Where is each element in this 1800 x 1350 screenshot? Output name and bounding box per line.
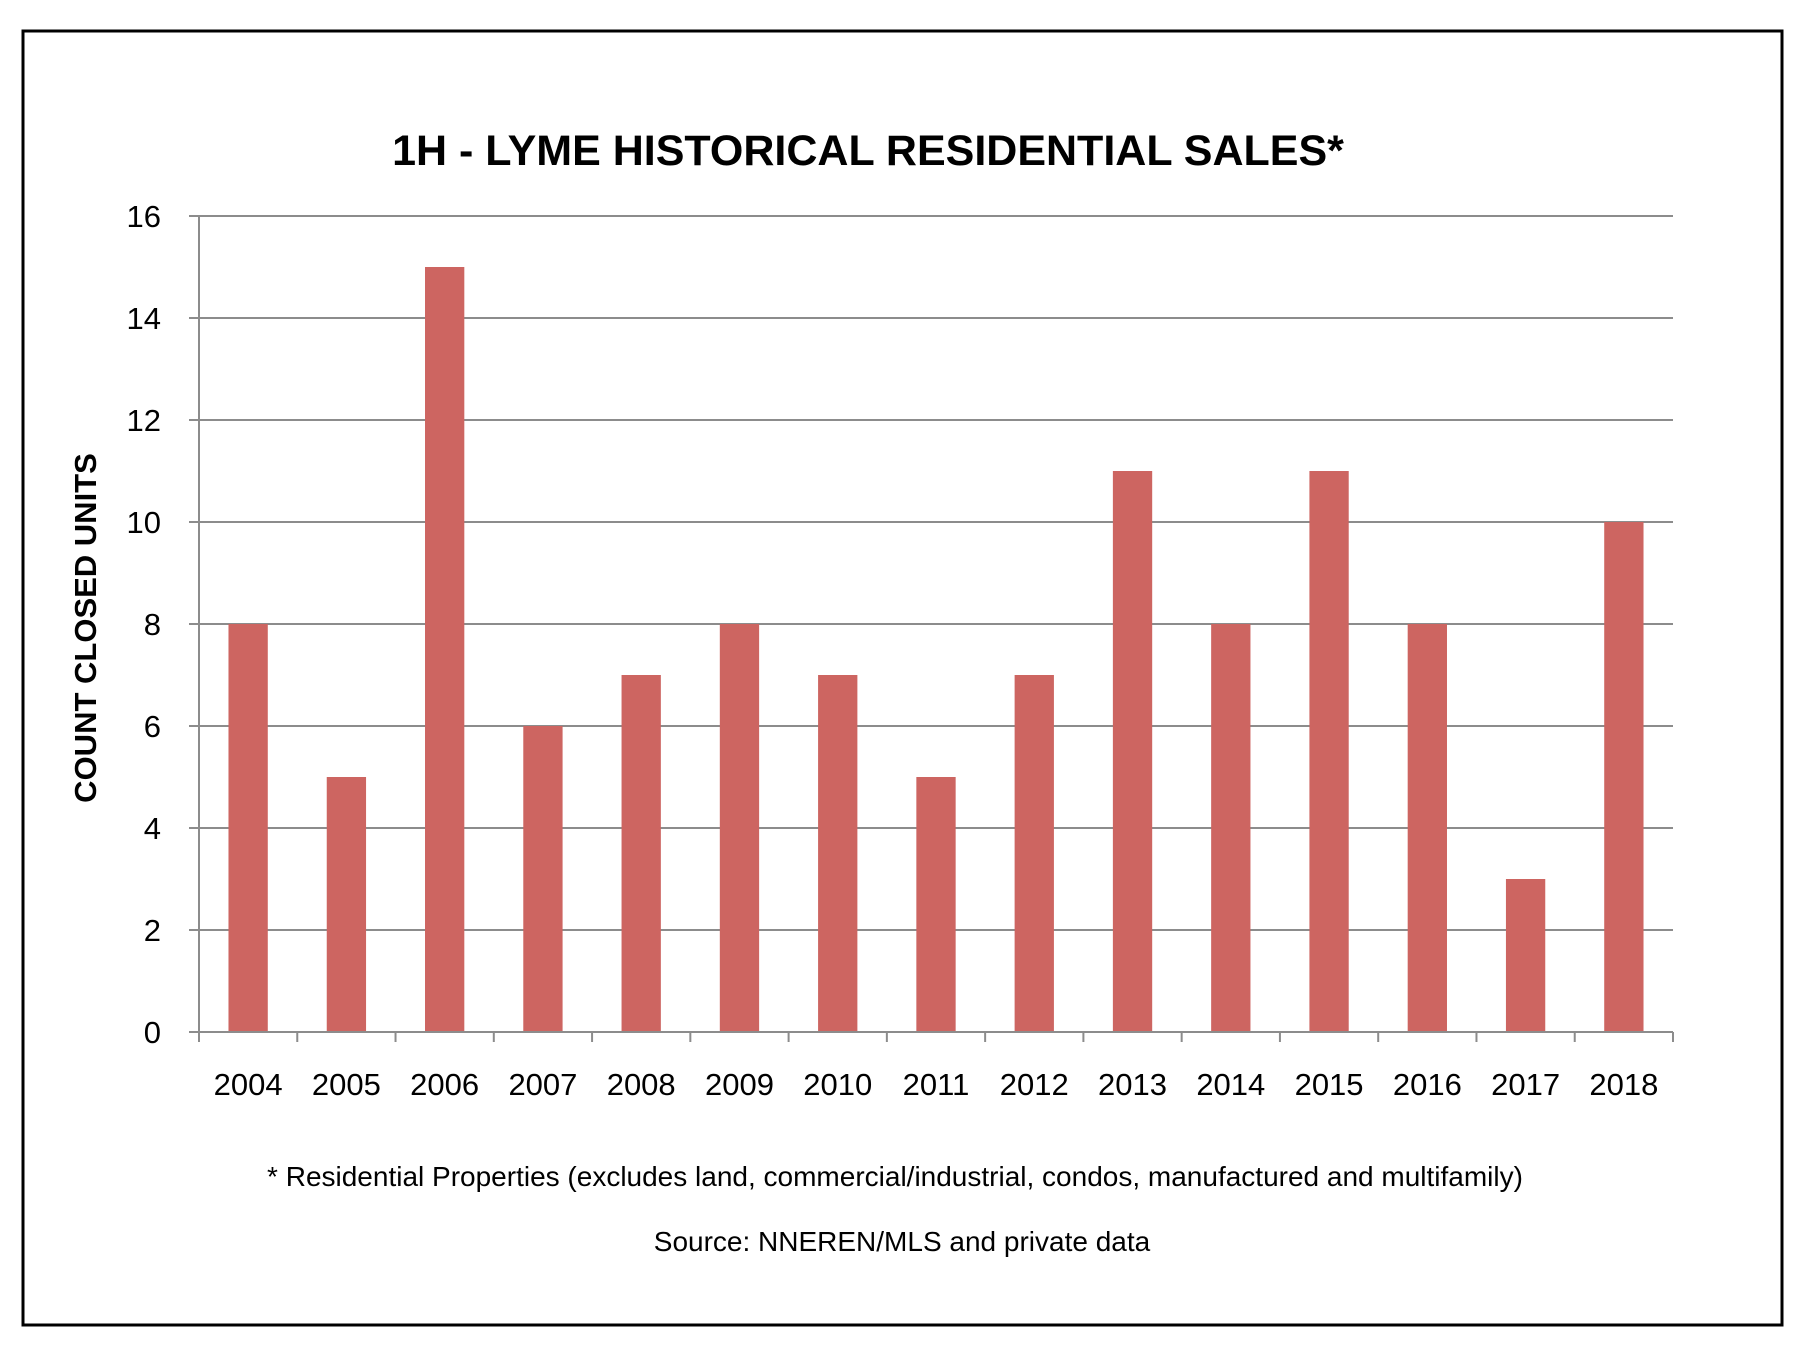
bar-2017	[1505, 879, 1546, 1032]
footnote: * Residential Properties (excludes land,…	[267, 1161, 1523, 1192]
y-tick-label: 4	[144, 811, 161, 846]
bar-2016	[1407, 624, 1447, 1032]
x-tick-label: 2004	[214, 1067, 283, 1102]
x-tick-label: 2008	[607, 1067, 676, 1102]
y-tick-label: 0	[144, 1015, 161, 1050]
source-note: Source: NNEREN/MLS and private data	[654, 1226, 1151, 1257]
x-tick-labels: 2004 2005 2006 2007 2008 2009 2010 2011 2012 2013…	[214, 1067, 1659, 1102]
x-tick-label: 2009	[705, 1067, 774, 1102]
bar-2009	[719, 624, 760, 1032]
y-tick-label: 16	[127, 199, 161, 234]
x-tick-label: 2007	[508, 1067, 577, 1102]
y-tick-label: 6	[144, 709, 161, 744]
x-tick-label: 2016	[1393, 1067, 1462, 1102]
x-tick-label: 2005	[312, 1067, 381, 1102]
x-tick-label: 2006	[410, 1067, 479, 1102]
bars	[228, 267, 1644, 1032]
bar-2012	[1014, 675, 1054, 1032]
bar-2005	[326, 777, 367, 1032]
y-tick-labels: 0 2 4 6 8 10 12 14 16	[127, 199, 161, 1050]
x-tick-label: 2018	[1589, 1067, 1658, 1102]
chart-title: 1H - LYME HISTORICAL RESIDENTIAL SALES*	[392, 127, 1344, 175]
chart-border	[21, 29, 1784, 1327]
bar-2008	[621, 675, 661, 1032]
x-tick-label: 2014	[1196, 1067, 1265, 1102]
bar-2015	[1309, 471, 1349, 1032]
x-tick-label: 2015	[1295, 1067, 1364, 1102]
y-tick-label: 12	[127, 403, 161, 438]
bar-2004	[228, 624, 268, 1032]
x-tick-label: 2017	[1491, 1067, 1560, 1102]
y-tick-label: 10	[127, 505, 161, 540]
y-axis-label: COUNT CLOSED UNITS	[68, 453, 103, 803]
y-tick-label: 8	[144, 607, 161, 642]
bar-2006	[425, 267, 465, 1032]
axes	[189, 215, 1674, 1042]
bar-2007	[523, 726, 563, 1032]
x-tick-label: 2013	[1098, 1067, 1167, 1102]
y-tick-label: 2	[144, 913, 161, 948]
x-tick-label: 2010	[803, 1067, 872, 1102]
bar-2013	[1112, 471, 1153, 1032]
x-tick-label: 2011	[903, 1067, 970, 1102]
y-tick-label: 14	[127, 301, 161, 336]
bar-2018	[1604, 522, 1644, 1032]
bar-2010	[818, 675, 858, 1032]
bar-2014	[1211, 624, 1251, 1032]
bar-2011	[916, 777, 956, 1032]
x-tick-label: 2012	[1000, 1067, 1069, 1102]
